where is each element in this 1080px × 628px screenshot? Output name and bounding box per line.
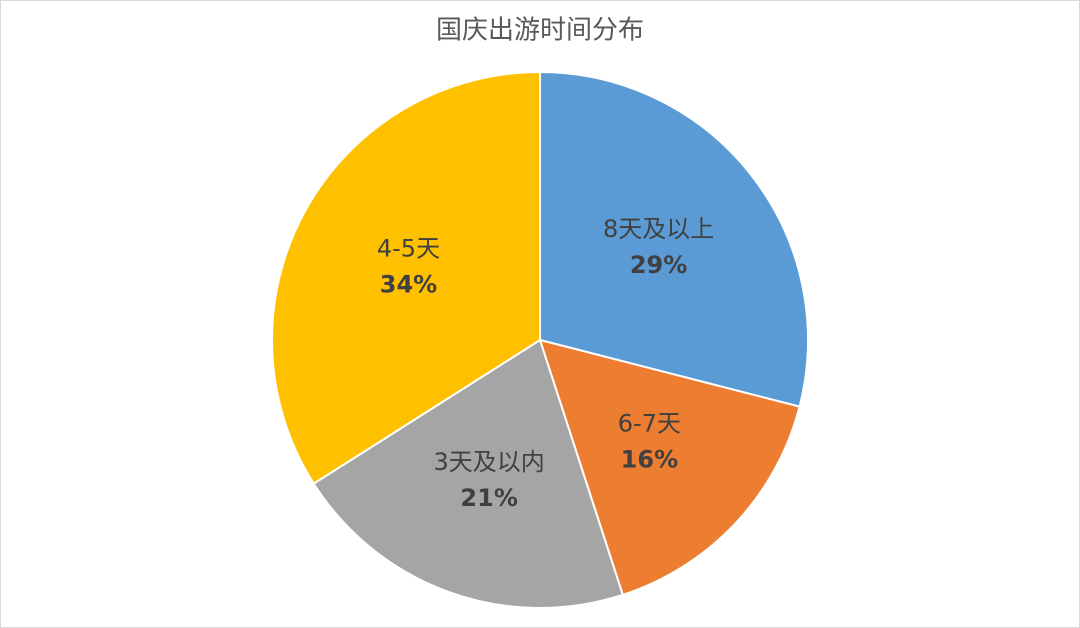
slice-category-label: 3天及以内 — [434, 448, 545, 476]
slice-value-label: 29% — [630, 251, 687, 279]
slice-value-label: 21% — [460, 484, 517, 512]
pie-slice — [538, 338, 801, 597]
slice-category-label: 6-7天 — [618, 410, 681, 438]
pie-slice — [312, 338, 625, 609]
pie-slice — [539, 70, 809, 408]
chart-title: 国庆出游时间分布 — [436, 16, 644, 46]
slice-value-label: 16% — [621, 446, 678, 474]
pie-slice — [271, 70, 541, 485]
slice-category-label: 8天及以上 — [603, 215, 714, 243]
slice-category-label: 4-5天 — [377, 235, 440, 263]
slice-value-label: 34% — [380, 271, 437, 299]
